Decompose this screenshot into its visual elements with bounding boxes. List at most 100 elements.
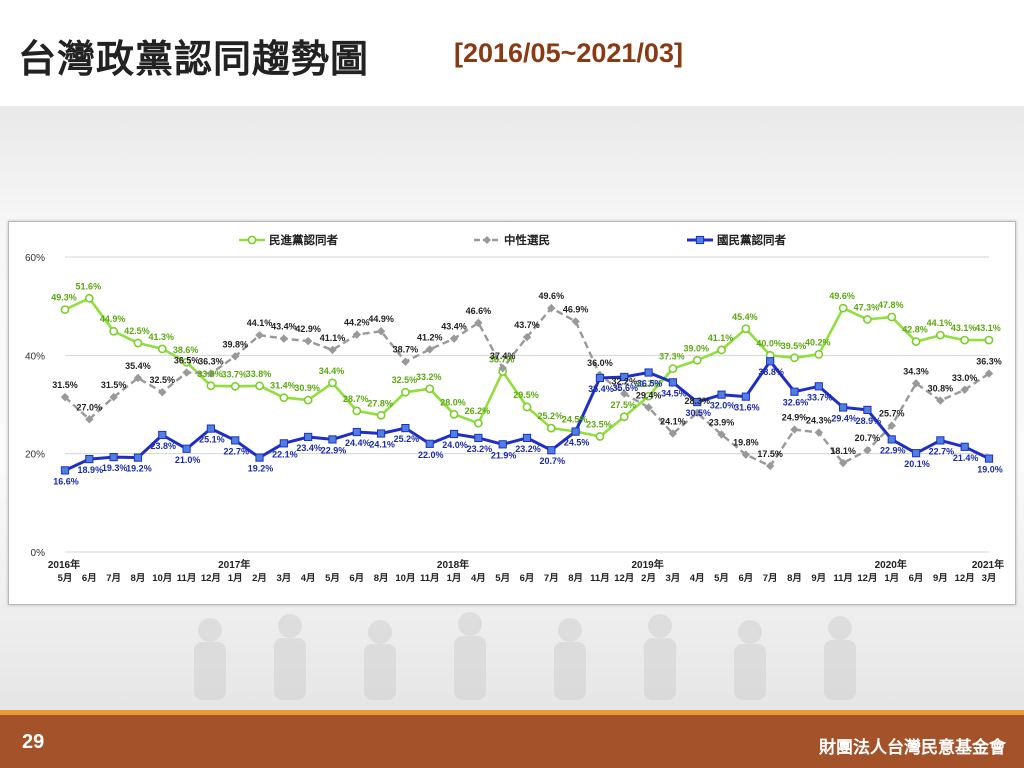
data-point-neutral [182, 368, 191, 377]
year-label: 2021年 [972, 558, 1004, 571]
data-label-dpp: 39.5% [781, 341, 807, 351]
data-label-neutral: 44.9% [368, 314, 394, 324]
data-label-neutral: 44.1% [247, 318, 273, 328]
data-point-neutral [401, 357, 410, 366]
data-point-kmt [133, 453, 143, 462]
data-label-neutral: 35.4% [125, 361, 151, 371]
data-label-dpp: 25.2% [538, 411, 564, 421]
x-tick-label: 6月 [82, 573, 97, 584]
x-tick-label: 10月 [152, 573, 172, 584]
data-label-kmt: 24.1% [369, 440, 395, 450]
data-point-kmt [182, 444, 191, 453]
data-point-kmt [474, 433, 483, 443]
x-tick-label: 8月 [787, 573, 802, 584]
title-bar: 台灣政黨認同趨勢圖 [2016/05~2021/03] [0, 0, 1024, 106]
data-point-dpp [692, 355, 702, 365]
data-point-dpp [60, 305, 70, 315]
data-label-kmt: 34.5% [661, 388, 687, 398]
x-tick-label: 11月 [177, 573, 197, 584]
data-label-dpp: 33.7% [221, 369, 247, 379]
year-label: 2017年 [218, 558, 250, 571]
x-tick-label: 9月 [933, 573, 948, 584]
organization-name: 財團法人台灣民意基金會 [819, 738, 1006, 758]
x-tick-label: 7月 [544, 573, 559, 584]
x-tick-label: 11月 [420, 573, 440, 584]
x-tick-label: 3月 [276, 573, 291, 584]
data-label-neutral: 38.7% [393, 345, 419, 355]
year-label: 2018年 [437, 558, 469, 571]
data-point-neutral [376, 327, 386, 336]
data-point-dpp [595, 432, 605, 441]
data-label-kmt: 22.9% [880, 445, 906, 455]
data-label-kmt: 36.5% [637, 379, 663, 389]
data-point-dpp [619, 412, 629, 422]
data-point-dpp [911, 337, 921, 346]
data-label-kmt: 25.2% [394, 434, 420, 444]
data-point-kmt [85, 454, 94, 464]
data-point-dpp [352, 406, 362, 416]
legend-label: 中性選民 [504, 233, 550, 247]
x-tick-label: 1月 [447, 573, 462, 584]
data-label-neutral: 19.8% [733, 438, 759, 448]
data-label-neutral: 36.3% [198, 357, 224, 367]
data-label-dpp: 42.5% [124, 326, 150, 336]
data-label-kmt: 28.9% [856, 416, 882, 426]
x-tick-label: 9月 [811, 573, 826, 584]
legend-label: 民進黨認同者 [269, 233, 338, 247]
data-point-kmt [814, 382, 823, 391]
data-point-kmt [60, 466, 70, 475]
data-point-neutral [863, 446, 872, 455]
data-label-neutral: 32.5% [149, 375, 175, 385]
data-point-neutral [231, 352, 240, 361]
legend-marker [483, 236, 491, 244]
x-tick-label: 7月 [106, 573, 121, 584]
data-point-neutral [279, 334, 289, 343]
data-point-neutral [936, 396, 945, 405]
data-point-kmt [109, 453, 118, 462]
legend-marker [247, 235, 257, 245]
footer-accent-line [0, 710, 1024, 715]
data-point-kmt [377, 429, 386, 438]
data-point-neutral [109, 392, 118, 402]
data-point-kmt [839, 403, 848, 412]
x-tick-label: 4月 [301, 573, 316, 584]
data-point-dpp [206, 381, 216, 391]
data-label-kmt: 22.7% [929, 446, 955, 456]
data-point-neutral [741, 450, 751, 459]
legend-label: 國民黨認同者 [717, 233, 786, 247]
party-identification-line-chart: 0% 20% 40% 60% 5月 6月 7月 8月 10月 11月 12月 1月 2月 3月 4月 5月 6月… [25, 233, 1004, 584]
data-label-neutral: 24.3% [806, 416, 832, 426]
data-label-kmt: 24.5% [564, 438, 590, 448]
data-point-dpp [935, 330, 945, 340]
data-label-dpp: 40.2% [805, 337, 831, 347]
data-label-kmt: 23.2% [515, 444, 541, 454]
data-point-dpp [546, 423, 556, 433]
data-label-kmt: 35.6% [612, 383, 638, 393]
data-point-kmt [766, 357, 775, 366]
data-label-neutral: 28.3% [684, 396, 710, 406]
data-label-neutral: 24.1% [660, 417, 686, 427]
data-label-kmt: 23.4% [296, 443, 322, 453]
data-label-dpp: 47.8% [878, 300, 904, 310]
data-label-dpp: 33.8% [246, 369, 272, 379]
data-point-neutral [303, 336, 313, 346]
data-label-neutral: 44.2% [344, 318, 370, 328]
data-point-dpp [84, 293, 94, 303]
data-point-kmt [352, 427, 361, 437]
slide-title: 台灣政黨認同趨勢圖 [18, 37, 370, 81]
data-label-dpp: 30.9% [294, 383, 320, 393]
data-point-kmt [644, 368, 653, 377]
data-point-dpp [157, 344, 167, 354]
year-label: 2016年 [48, 558, 80, 571]
data-point-dpp [668, 364, 678, 374]
data-label-dpp: 36.7% [489, 355, 515, 365]
data-label-kmt: 19.2% [248, 464, 274, 474]
chart-panel: 0% 20% 40% 60% 5月 6月 7月 8月 10月 11月 12月 1月 2月 3月 4月 5月 6月… [8, 221, 1016, 605]
y-tick-label: 40% [25, 351, 45, 362]
data-point-dpp [303, 395, 313, 405]
data-label-neutral: 31.5% [52, 380, 78, 390]
data-point-dpp [984, 335, 994, 345]
data-label-dpp: 49.3% [51, 293, 77, 303]
data-point-neutral [571, 317, 580, 326]
data-label-neutral: 37.4% [490, 351, 516, 361]
